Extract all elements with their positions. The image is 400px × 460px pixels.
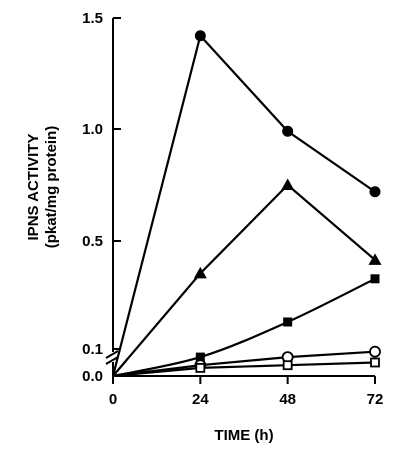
y-tick-label: 0.5: [82, 233, 103, 250]
series-filled-circle: [111, 30, 381, 377]
y-axis-title: IPNS ACTIVITY: [25, 134, 42, 241]
data-point-filled-square: [195, 352, 205, 362]
y-tick-label: 1.5: [82, 10, 103, 27]
x-axis-title: TIME (h): [214, 427, 273, 444]
data-point-filled-triangle: [368, 253, 382, 265]
y-ticks: 0.0 0.1 0.5 1.0 1.5: [82, 10, 121, 385]
series-line: [112, 277, 376, 378]
axis-break-slash: [105, 356, 119, 365]
series-line: [112, 361, 376, 378]
y-axis-break-mark: [105, 350, 121, 365]
y-axis-subtitle: (pkat/mg protein): [43, 126, 60, 249]
data-series: [111, 30, 382, 378]
x-tick-label: 48: [279, 391, 296, 408]
series-line: [112, 350, 376, 378]
series-open-square: [112, 357, 380, 378]
data-point-open-square: [195, 362, 206, 373]
data-point-filled-square: [283, 317, 293, 327]
series-line: [112, 183, 376, 377]
data-point-filled-circle: [282, 125, 294, 137]
data-point-filled-triangle: [281, 178, 295, 190]
series-filled-square: [112, 274, 380, 378]
data-point-filled-circle: [194, 30, 206, 42]
y-tick-label: 0.1: [82, 341, 103, 358]
data-point-filled-square: [370, 274, 380, 284]
y-tick-label: 0.0: [82, 368, 103, 385]
series-open-circle: [112, 345, 381, 378]
axes: [105, 18, 375, 377]
series-filled-triangle: [112, 178, 382, 377]
data-point-open-square: [370, 357, 380, 368]
x-tick-label: 0: [109, 391, 117, 408]
data-point-filled-circle: [369, 186, 381, 198]
axis-break-slash: [105, 350, 119, 359]
x-tick-label: 24: [192, 391, 209, 408]
series-line: [111, 33, 376, 377]
data-point-filled-triangle: [193, 266, 207, 279]
axis-break-gap: [105, 352, 121, 362]
data-point-open-square: [282, 360, 293, 371]
y-tick-label: 1.0: [82, 121, 103, 138]
x-tick-label: 72: [367, 391, 384, 408]
data-point-open-circle: [369, 345, 381, 358]
x-ticks: 0 24 48 72: [109, 376, 384, 408]
